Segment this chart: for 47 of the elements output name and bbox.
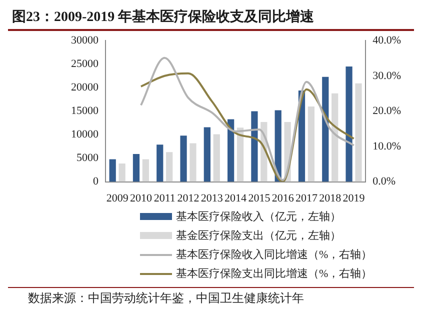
x-tick-label: 2018: [319, 192, 342, 204]
bar: [118, 163, 126, 182]
x-tick-label: 2013: [200, 192, 224, 204]
bar: [322, 76, 329, 182]
x-tick-label: 2012: [177, 192, 200, 204]
legend-label: 基本医疗保险收入（亿元，左轴）: [176, 210, 341, 224]
bar: [213, 134, 220, 182]
legend-label: 基本医疗保险收入同比增速（%，右轴）: [176, 248, 372, 262]
x-tick-label: 2014: [224, 192, 248, 204]
x-tick-label: 2019: [342, 192, 366, 204]
bar: [308, 106, 315, 182]
x-tick-label: 2016: [272, 192, 294, 204]
y-tick-label: 5000: [76, 152, 99, 164]
y-tick-label: 0: [93, 176, 99, 188]
y2-tick-label: 40.0%: [372, 34, 402, 46]
bar: [332, 93, 338, 182]
source-note: 数据来源：中国劳动统计年鉴，中国卫生健康统计年: [8, 287, 414, 307]
bar: [156, 144, 164, 182]
y2-tick-label: 30.0%: [372, 70, 402, 82]
y-tick-label: 20000: [71, 82, 99, 94]
chart-title: 图23：2009-2019 年基本医疗保险收支及同比增速: [8, 8, 414, 31]
x-tick-label: 2015: [248, 192, 271, 204]
y2-tick-label: 20.0%: [372, 105, 402, 118]
x-tick-label: 2009: [106, 192, 129, 204]
x-tick-label: 2010: [130, 192, 152, 204]
bar: [355, 83, 362, 182]
bar: [204, 127, 210, 182]
y-tick-label: 10000: [71, 128, 99, 141]
bar: [228, 119, 234, 182]
bar: [190, 143, 196, 182]
bar: [251, 111, 258, 182]
bar: [236, 128, 244, 182]
y-tick-label: 15000: [71, 105, 99, 118]
y2-tick-label: 10.0%: [372, 140, 402, 152]
bar: [180, 136, 187, 182]
y-tick-label: 30000: [71, 34, 99, 46]
x-tick-label: 2011: [154, 192, 176, 204]
y2-tick-label: 0.0%: [372, 176, 396, 188]
bar: [346, 66, 352, 182]
bar: [166, 152, 173, 182]
bar: [132, 154, 140, 182]
x-tick-label: 2017: [295, 192, 318, 204]
legend-label: 基本医疗保险支出同比增速（%，右轴）: [176, 267, 372, 281]
y-tick-label: 25000: [71, 58, 99, 70]
bar: [142, 159, 150, 182]
bar: [109, 159, 116, 182]
legend-label: 基金医疗保险支出（亿元，左轴）: [176, 229, 341, 243]
